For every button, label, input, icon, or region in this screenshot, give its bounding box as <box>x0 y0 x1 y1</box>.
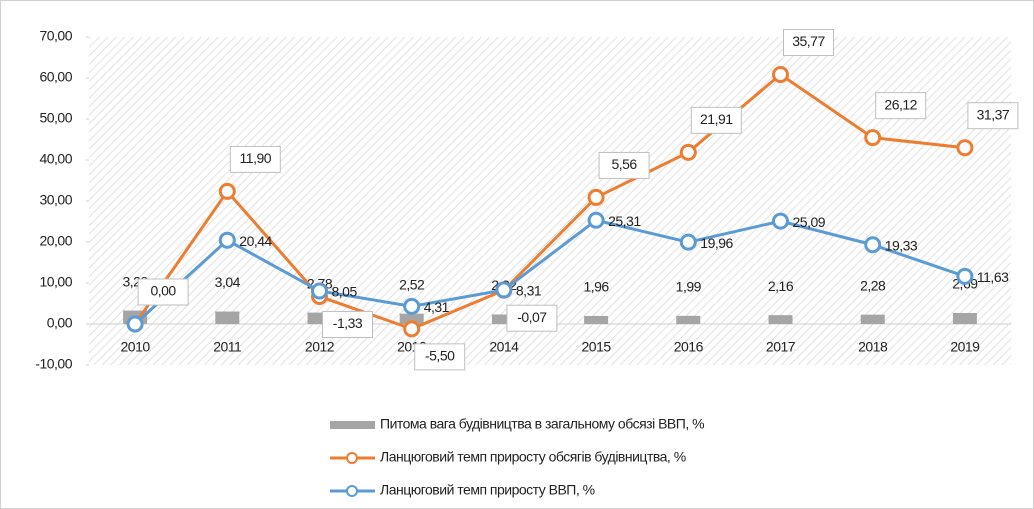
line-marker <box>864 236 882 254</box>
x-tick-label: 2018 <box>858 339 888 355</box>
bar-value-label: 1,96 <box>583 279 609 295</box>
line-marker <box>956 139 974 157</box>
line-marker <box>587 188 605 206</box>
line-marker <box>772 65 789 83</box>
line-marker <box>679 233 697 251</box>
line-value-label: 11,90 <box>240 150 272 166</box>
line-value-label: 11,63 <box>977 269 1009 285</box>
line-value-label: 20,44 <box>239 233 272 249</box>
line-marker <box>679 143 697 161</box>
bar-value-label: 2,28 <box>860 277 886 293</box>
legend-label: Ланцюговий темп приросту обсягів будівни… <box>380 449 686 465</box>
x-tick-label: 2017 <box>766 339 796 355</box>
y-tick-label: -10,00 <box>35 356 72 372</box>
label-box <box>598 151 650 179</box>
line-value-label: 5,56 <box>611 156 637 172</box>
line-marker <box>772 212 789 230</box>
line-value-label: 19,96 <box>700 235 733 251</box>
line <box>133 72 966 331</box>
line-marker <box>126 315 144 333</box>
line-value-label: -0,07 <box>517 309 547 325</box>
x-tick-label: 2019 <box>950 339 980 355</box>
line-marker <box>218 182 236 200</box>
line-marker <box>218 231 236 249</box>
y-tick-label: 70,00 <box>39 28 72 44</box>
legend-swatch <box>330 421 375 429</box>
label-box <box>690 106 742 134</box>
label-box <box>229 145 281 173</box>
x-tick-label: 2010 <box>121 339 151 355</box>
y-tick-label: 30,00 <box>39 192 72 208</box>
label-box <box>322 310 373 338</box>
legend-marker <box>346 485 358 497</box>
bar <box>768 315 793 324</box>
x-tick-label: 2015 <box>582 339 612 355</box>
bar <box>491 314 516 324</box>
bar-value-label: 3,04 <box>215 274 241 290</box>
line-marker <box>956 267 974 285</box>
bar-value-label: 2,52 <box>399 276 425 292</box>
x-tick-label: 2011 <box>213 339 242 355</box>
y-tick-label: 40,00 <box>39 151 72 167</box>
legend-label: Ланцюговий темп приросту ВВП, % <box>380 482 595 498</box>
line-value-label: 26,12 <box>884 96 917 112</box>
line-marker <box>311 282 328 300</box>
label-box <box>506 304 558 332</box>
label-box <box>967 102 1019 130</box>
line-value-label: 8,31 <box>516 283 542 299</box>
bar <box>399 313 424 324</box>
bar-value-label: 2,16 <box>768 278 794 294</box>
line-value-label: 8,05 <box>332 284 358 300</box>
line-value-label: 19,33 <box>885 237 918 253</box>
line <box>134 218 966 326</box>
line-marker <box>864 129 882 147</box>
line-value-label: 25,09 <box>793 214 826 230</box>
y-tick-label: 0,00 <box>47 315 73 331</box>
line-value-label: 0,00 <box>150 283 176 299</box>
line-marker <box>403 320 421 338</box>
legend-marker <box>346 452 358 464</box>
y-tick-label: 50,00 <box>39 110 72 126</box>
bar <box>307 312 332 324</box>
line-value-label: 31,37 <box>977 106 1010 122</box>
bar-value-label: 1,99 <box>676 279 702 295</box>
label-box <box>783 28 834 56</box>
bar <box>952 312 977 324</box>
x-tick-label: 2012 <box>305 339 335 355</box>
line-value-label: -5,50 <box>425 348 455 364</box>
x-tick-label: 2014 <box>489 339 519 355</box>
y-tick-label: 60,00 <box>39 69 72 85</box>
label-box <box>414 343 466 371</box>
bar <box>860 314 885 324</box>
legend-label: Питома вага будівництва в загальному обс… <box>380 416 704 432</box>
line-marker <box>403 297 421 315</box>
line-marker <box>587 211 605 229</box>
y-tick-label: 10,00 <box>39 274 72 290</box>
line-marker <box>495 281 513 299</box>
bar <box>676 315 701 324</box>
line-value-label: 35,77 <box>792 33 825 49</box>
line-value-label: 21,91 <box>700 111 733 127</box>
y-tick-label: 20,00 <box>39 233 72 249</box>
line-value-label: 25,31 <box>608 213 641 229</box>
label-box <box>137 278 189 306</box>
bar <box>215 311 240 324</box>
bar <box>584 315 609 324</box>
label-box <box>875 92 927 120</box>
line-value-label: 4,31 <box>424 299 450 315</box>
line-value-label: -1,33 <box>333 315 363 331</box>
x-tick-label: 2016 <box>674 339 704 355</box>
